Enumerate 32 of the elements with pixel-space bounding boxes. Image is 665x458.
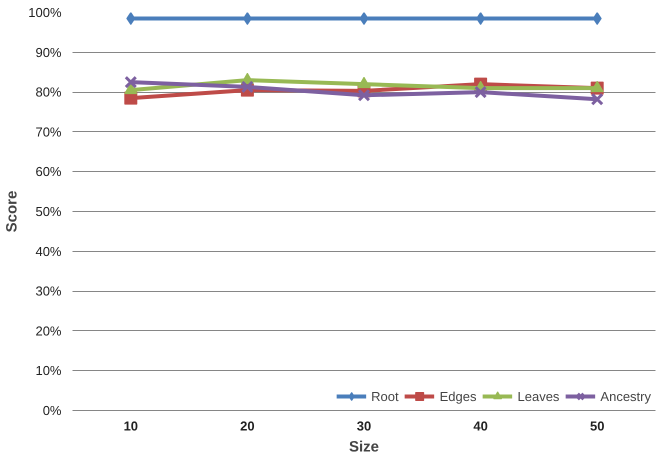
point: [590, 92, 604, 106]
y-tick-label: 100%: [28, 5, 62, 20]
y-tick-label: 10%: [35, 363, 62, 378]
point: [476, 12, 486, 25]
legend-label: Ancestry: [600, 388, 651, 404]
point: [360, 12, 368, 25]
x-tick-label: 30: [356, 418, 372, 434]
y-tick-label: 20%: [35, 323, 62, 338]
point: [240, 80, 254, 94]
x-tick-label: 20: [240, 418, 255, 434]
point: [126, 12, 136, 25]
x-tick-label: 40: [473, 418, 488, 434]
y-tick-label: 50%: [35, 204, 62, 219]
legend-label: Edges: [440, 388, 476, 404]
legend-label: Leaves: [518, 388, 560, 404]
point: [592, 12, 602, 25]
point: [358, 88, 370, 102]
point: [242, 12, 252, 25]
y-tick-label: 60%: [35, 164, 62, 180]
point: [474, 86, 488, 99]
x-axis-title: Size: [348, 438, 380, 456]
y-axis-title: Score: [3, 190, 20, 232]
y-tick-label: 30%: [35, 284, 62, 299]
y-tick-label: 90%: [35, 44, 62, 60]
x-tick-label: 10: [124, 418, 138, 434]
y-tick-label: 40%: [35, 244, 62, 259]
y-tick-label: 0%: [42, 403, 62, 418]
y-tick-label: 80%: [35, 84, 62, 100]
y-tick-label: 70%: [35, 124, 62, 140]
legend-label: Root: [371, 388, 399, 404]
point: [124, 76, 138, 89]
x-tick-label: 50: [590, 418, 604, 434]
